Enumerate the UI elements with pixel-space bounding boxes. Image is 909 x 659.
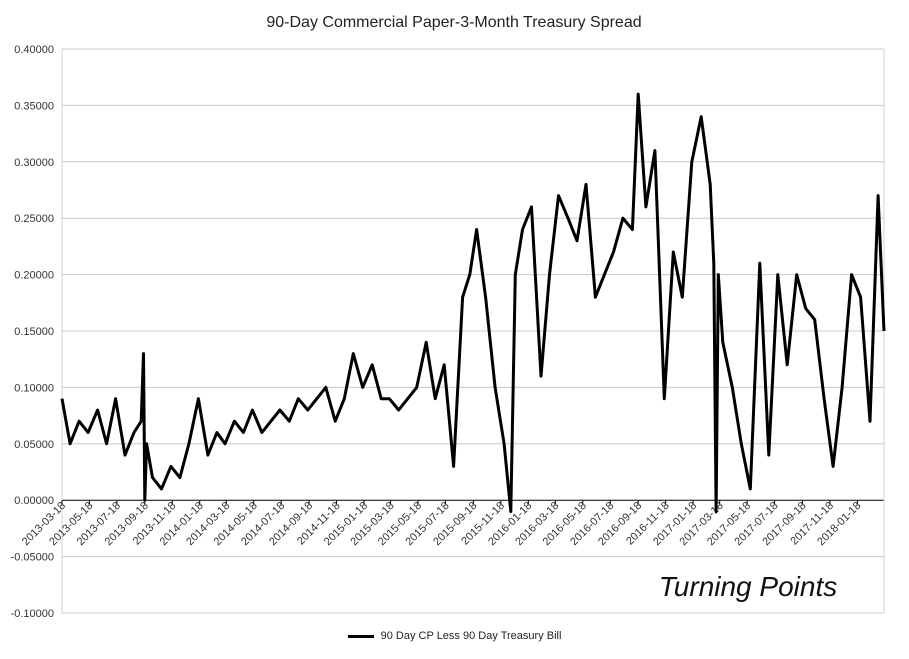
series-layer	[60, 92, 886, 513]
y-tick-label: 0.00000	[14, 495, 54, 507]
y-tick-label: -0.05000	[11, 552, 54, 564]
y-tick-label: 0.35000	[14, 100, 54, 112]
y-tick-label: 0.05000	[14, 439, 54, 451]
y-tick-label: 0.20000	[14, 270, 54, 282]
chart-title: 90-Day Commercial Paper-3-Month Treasury…	[266, 14, 641, 31]
y-tick-label: 0.25000	[14, 213, 54, 225]
y-tick-label: 0.15000	[14, 326, 54, 338]
legend: 90 Day CP Less 90 Day Treasury Bill	[0, 630, 909, 642]
turning-points-annotation: Turning Points	[659, 571, 837, 602]
legend-swatch	[347, 634, 374, 638]
y-axis-tick-labels: 0.40000 0.35000 0.30000 0.25000 0.20000 0.150…	[11, 44, 54, 620]
y-tick-label: 0.40000	[14, 44, 54, 56]
legend-label: 90 Day CP Less 90 Day Treasury Bill	[380, 630, 562, 642]
y-tick-label: -0.10000	[11, 608, 54, 620]
y-tick-label: 0.30000	[14, 157, 54, 169]
series-line	[60, 92, 886, 513]
y-tick-label: 0.10000	[14, 382, 54, 394]
x-axis-tick-labels: 2013-03-182013-05-182013-07-182013-09-18…	[20, 500, 864, 548]
